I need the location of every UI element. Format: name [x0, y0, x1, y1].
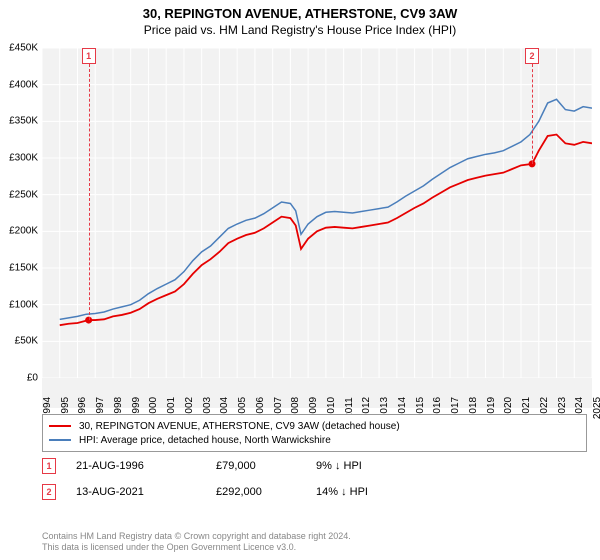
legend-label: 30, REPINGTON AVENUE, ATHERSTONE, CV9 3A… [79, 421, 400, 432]
chart-container: 30, REPINGTON AVENUE, ATHERSTONE, CV9 3A… [0, 0, 600, 560]
y-tick-label: £100K [9, 299, 38, 310]
legend-swatch [49, 439, 71, 441]
y-tick-label: £0 [27, 373, 38, 384]
sale-row-2: 2 13-AUG-2021 £292,000 14% ↓ HPI [42, 484, 587, 500]
sale-marker-2: 2 [42, 484, 56, 500]
legend-row: HPI: Average price, detached house, Nort… [49, 433, 580, 447]
x-axis-labels: 1994199519961997199819992000200120022003… [42, 378, 592, 408]
marker-line-2 [532, 64, 533, 164]
chart-plot-area: 12 [42, 48, 592, 408]
sale-date-1: 21-AUG-1996 [76, 460, 216, 472]
y-tick-label: £150K [9, 263, 38, 274]
legend-label: HPI: Average price, detached house, Nort… [79, 435, 331, 446]
y-tick-label: £50K [15, 336, 38, 347]
footer-line-2: This data is licensed under the Open Gov… [42, 542, 351, 554]
chart-title: 30, REPINGTON AVENUE, ATHERSTONE, CV9 3A… [0, 0, 600, 21]
sale-date-2: 13-AUG-2021 [76, 486, 216, 498]
sale-price-1: £79,000 [216, 460, 316, 472]
legend-box: 30, REPINGTON AVENUE, ATHERSTONE, CV9 3A… [42, 414, 587, 452]
legend-swatch [49, 425, 71, 427]
chart-subtitle: Price paid vs. HM Land Registry's House … [0, 21, 600, 37]
footer-attribution: Contains HM Land Registry data © Crown c… [42, 531, 351, 554]
marker-line-1 [89, 64, 90, 320]
y-tick-label: £300K [9, 153, 38, 164]
marker-box-2: 2 [525, 48, 539, 64]
y-tick-label: £400K [9, 79, 38, 90]
sale-marker-1: 1 [42, 458, 56, 474]
footer-line-1: Contains HM Land Registry data © Crown c… [42, 531, 351, 543]
sale-row-1: 1 21-AUG-1996 £79,000 9% ↓ HPI [42, 458, 587, 474]
sale-diff-1: 9% ↓ HPI [316, 460, 436, 472]
y-tick-label: £450K [9, 43, 38, 54]
y-tick-label: £250K [9, 189, 38, 200]
y-axis-labels: £0£50K£100K£150K£200K£250K£300K£350K£400… [0, 48, 40, 378]
chart-svg [42, 48, 592, 378]
marker-box-1: 1 [82, 48, 96, 64]
legend-row: 30, REPINGTON AVENUE, ATHERSTONE, CV9 3A… [49, 419, 580, 433]
sale-diff-2: 14% ↓ HPI [316, 486, 436, 498]
sale-price-2: £292,000 [216, 486, 316, 498]
y-tick-label: £350K [9, 116, 38, 127]
x-tick-label: 2025 [592, 397, 600, 419]
y-tick-label: £200K [9, 226, 38, 237]
